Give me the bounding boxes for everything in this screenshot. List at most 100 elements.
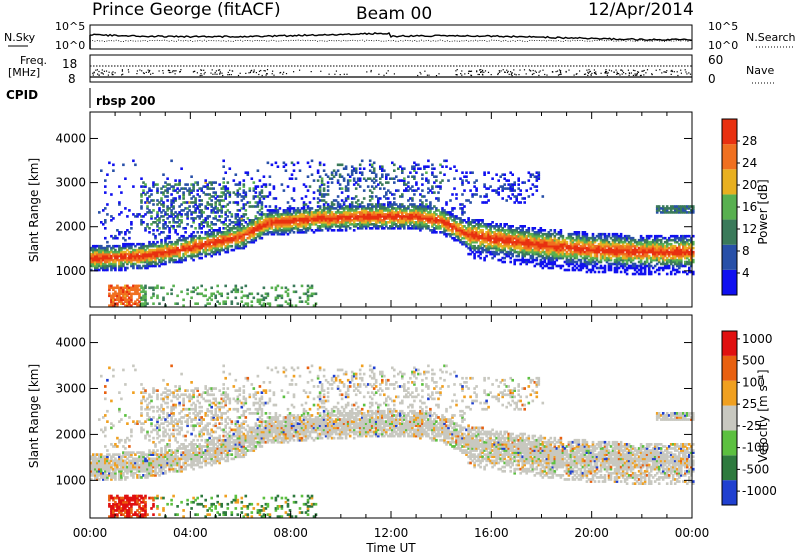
power-cell [336, 163, 340, 167]
power-cell [174, 183, 177, 186]
power-cell [184, 231, 187, 234]
power-cell [439, 221, 442, 224]
power-cell [184, 187, 187, 190]
power-cell [178, 195, 181, 198]
power-cell [122, 258, 125, 262]
power-cell [443, 225, 446, 228]
power-cell [352, 211, 356, 214]
power-cell [603, 252, 607, 256]
power-cell [214, 197, 217, 200]
power-cell [429, 213, 432, 216]
nave-dot [510, 71, 512, 73]
nave-dot [328, 73, 330, 75]
power-cell [407, 217, 410, 220]
power-cell [224, 234, 227, 238]
power-cell [166, 252, 169, 256]
nave-dot [610, 70, 613, 72]
power-cell [156, 213, 159, 216]
power-cell [429, 209, 432, 212]
power-cell [292, 189, 296, 192]
power-cell [138, 284, 141, 288]
power-cell [511, 254, 514, 258]
power-cell [214, 229, 217, 232]
power-cell [595, 258, 599, 262]
nave-dot [636, 73, 638, 75]
power-cell [210, 298, 213, 302]
power-cell [154, 248, 157, 252]
power-cell [178, 238, 181, 242]
power-cell [559, 250, 563, 254]
power-cell [509, 187, 512, 190]
power-cell [178, 179, 181, 182]
power-cell [266, 229, 270, 232]
power-cell [180, 258, 183, 262]
power-cell [266, 302, 270, 305]
power-cell [459, 221, 462, 224]
power-cell [513, 189, 516, 192]
power-cell [557, 242, 561, 246]
power-cell [194, 199, 197, 202]
power-cell [352, 223, 356, 226]
power-cell [453, 223, 456, 226]
power-cell [326, 203, 330, 206]
power-cell [114, 266, 117, 270]
power-cell [236, 227, 240, 230]
power-cell [537, 173, 541, 176]
power-cell [465, 231, 468, 234]
power-cell [489, 225, 492, 228]
power-cell [479, 219, 482, 222]
power-cell [368, 221, 372, 224]
nave-dot [646, 69, 649, 71]
power-cell [298, 296, 302, 300]
power-cell [381, 167, 384, 170]
power-cell [419, 205, 422, 208]
power-cell [110, 294, 113, 298]
power-cell [453, 232, 456, 236]
power-cell [503, 238, 506, 242]
power-cell [607, 234, 611, 238]
power-cell [487, 234, 490, 238]
power-cell [431, 163, 434, 167]
power-cell [521, 242, 524, 246]
power-cell [134, 248, 137, 252]
power-cell [208, 252, 211, 256]
power-cell [481, 201, 484, 204]
nave-dot [216, 73, 218, 75]
power-cell [521, 231, 524, 234]
power-cell [601, 270, 605, 274]
power-cell [242, 203, 246, 206]
power-cell [529, 244, 533, 248]
power-cell [356, 199, 360, 202]
power-cell [108, 250, 111, 254]
power-cell [523, 181, 526, 184]
power-cell [336, 221, 340, 224]
power-cell [439, 217, 442, 220]
power-cell [104, 221, 107, 224]
power-cell [505, 252, 508, 256]
power-cell [497, 244, 500, 248]
power-cell [276, 231, 280, 234]
power-cell [419, 225, 422, 228]
power-cell [116, 244, 119, 248]
power-cell [459, 240, 462, 244]
power-cell [431, 231, 434, 234]
power-cell [142, 248, 145, 252]
power-cell [342, 167, 346, 170]
power-cell [232, 225, 236, 228]
power-cell [531, 183, 535, 186]
power-cell [387, 189, 390, 192]
power-cell [360, 201, 364, 204]
power-cell [535, 185, 539, 188]
power-cell [591, 258, 595, 262]
power-cell [477, 248, 480, 252]
power-cell [519, 258, 522, 262]
power-cell [282, 165, 286, 168]
power-cell [485, 193, 488, 196]
power-cell [615, 232, 619, 236]
power-cell [615, 250, 619, 254]
power-cell [573, 232, 577, 236]
power-cell [495, 252, 498, 256]
power-cell [240, 238, 244, 242]
power-cell [487, 171, 490, 174]
nave-dot [158, 70, 160, 72]
